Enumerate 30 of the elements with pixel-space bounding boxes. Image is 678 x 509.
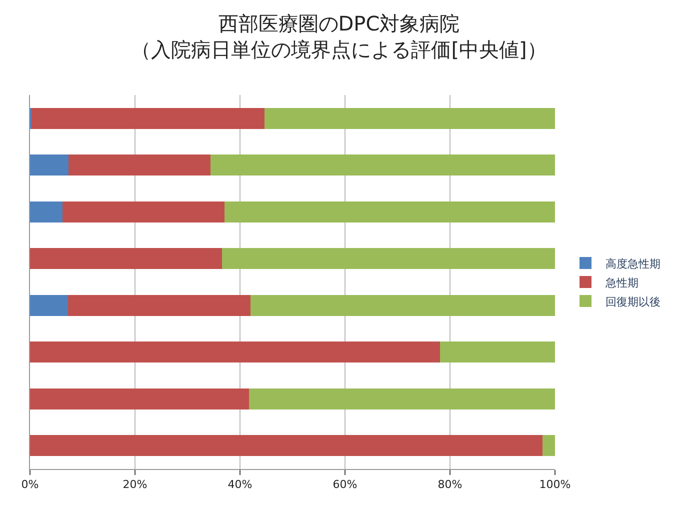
bar (250, 294, 555, 316)
bar (248, 388, 555, 410)
bar (62, 201, 224, 222)
x-tick-label: 20% (122, 478, 148, 492)
chart-title: 西部医療圏のDPC対象病院 (218, 12, 460, 36)
bar (68, 294, 250, 316)
chart-subtitle: （入院病日単位の境界点による評価[中央値]） (131, 38, 547, 62)
bar (30, 342, 440, 363)
bar (68, 154, 211, 176)
bar (30, 435, 542, 456)
legend-label: 高度急性期 (606, 257, 660, 270)
x-tick-label: 40% (228, 478, 252, 492)
bar (210, 154, 555, 176)
bar (30, 294, 68, 316)
bar (222, 248, 555, 270)
x-tick-label: 80% (438, 478, 462, 492)
bar (32, 108, 265, 129)
bar (30, 388, 249, 410)
bar (30, 248, 222, 270)
bar (224, 201, 555, 222)
legend-label: 回復期以後 (606, 295, 660, 308)
x-tick-label: 0% (21, 478, 39, 492)
bar (264, 108, 555, 129)
bar (440, 342, 555, 363)
x-tick-label: 100% (539, 478, 571, 492)
legend-label: 急性期 (604, 276, 638, 290)
bar (542, 435, 555, 456)
bar (30, 154, 68, 176)
x-tick-label: 60% (332, 478, 358, 492)
bar (30, 201, 63, 222)
